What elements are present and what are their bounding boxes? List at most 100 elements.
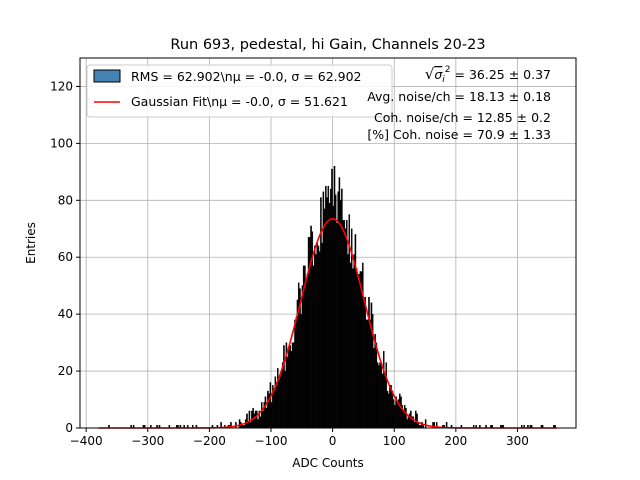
y-tick-label: 80 [58, 193, 73, 207]
histogram-bar [334, 194, 337, 429]
x-axis-label: ADC Counts [292, 456, 364, 470]
x-tick-label: 0 [329, 434, 337, 448]
y-tick-label: 40 [58, 307, 73, 321]
histogram-bar [295, 316, 298, 429]
histogram-bar [279, 376, 282, 429]
histogram-bar [283, 345, 285, 429]
histogram-bar [369, 319, 371, 429]
histogram-bar [318, 251, 321, 429]
y-axis-ticks: 0 20 40 60 80 100 120 [50, 79, 80, 435]
histogram-bar [312, 265, 315, 429]
x-tick-label: −400 [70, 434, 103, 448]
histogram-bar [399, 393, 401, 429]
histogram-bar [264, 396, 267, 429]
x-tick-label: 100 [383, 434, 406, 448]
histogram-bar [378, 365, 380, 429]
histogram-bar [391, 390, 394, 429]
histogram-bar [307, 237, 310, 429]
annotation-total-noise: √σi2 = 36.25 ± 0.37 [425, 65, 551, 85]
sigma-subscript: i [442, 75, 445, 85]
x-tick-label: −200 [193, 434, 226, 448]
y-tick-label: 0 [65, 421, 73, 435]
y-tick-label: 60 [58, 250, 73, 264]
y-tick-label: 120 [50, 79, 73, 93]
histogram-bar [358, 274, 360, 429]
histogram-bar [415, 410, 417, 429]
y-tick-label: 100 [50, 136, 73, 150]
histogram-bar [301, 285, 304, 429]
x-tick-label: −300 [131, 434, 164, 448]
chart-title: Run 693, pedestal, hi Gain, Channels 20-… [170, 37, 485, 53]
histogram-bar [403, 405, 406, 429]
annotation-coh-noise: Coh. noise/ch = 12.85 ± 0.2 [374, 110, 551, 125]
legend-fit-label: Gaussian Fit\nμ = -0.0, σ = 51.621 [131, 94, 348, 109]
histogram-bar [257, 419, 259, 429]
histogram-bar [406, 419, 408, 429]
histogram-bar [344, 228, 347, 429]
histogram-bar [373, 348, 375, 429]
histogram-bar [365, 319, 368, 429]
histogram-bar [281, 362, 284, 429]
y-axis-label: Entries [24, 222, 38, 264]
histogram-bar [321, 242, 323, 429]
histogram-bar [248, 410, 251, 429]
histogram-bar [254, 410, 257, 429]
histogram-bar [353, 254, 355, 429]
histogram-bar [256, 410, 258, 429]
histogram-bar [327, 185, 330, 429]
histogram-bar [316, 242, 318, 429]
histogram-bar [300, 314, 302, 429]
total-noise-value: = 36.25 ± 0.37 [451, 67, 551, 82]
histogram-bar [384, 373, 386, 429]
histogram-bar [343, 220, 346, 429]
histogram-bar [360, 271, 363, 429]
histogram-bar [304, 265, 306, 429]
histogram-bar [246, 413, 248, 429]
histogram-bar [396, 402, 399, 429]
histogram-bar [247, 422, 249, 429]
histogram-bar [336, 222, 338, 429]
histogram-bar [262, 410, 264, 429]
histogram-bar [402, 410, 405, 429]
histogram-bar [253, 413, 256, 429]
histogram-bar [238, 419, 241, 429]
histogram-bar [315, 254, 317, 429]
histogram-bar [270, 402, 273, 429]
histogram-bar [288, 348, 290, 429]
histogram-bar [346, 220, 348, 429]
histogram-bar [385, 362, 387, 429]
histogram-bar [293, 342, 295, 429]
histogram-bar [392, 399, 395, 429]
histogram-bar [349, 262, 352, 429]
annotation-avg-noise: Avg. noise/ch = 18.13 ± 0.18 [367, 89, 551, 104]
histogram-bar [333, 166, 336, 429]
x-axis-ticks: −400 −300 −200 −100 0 100 200 300 [70, 428, 529, 448]
noise-annotations: √σi2 = 36.25 ± 0.37 Avg. noise/ch = 18.1… [367, 65, 551, 142]
histogram-bar [407, 416, 410, 429]
histogram-bar [313, 245, 316, 429]
histogram-bar [330, 188, 332, 429]
histogram-bar [265, 407, 268, 429]
legend-box [86, 64, 393, 118]
sigma-superscript: 2 [445, 65, 451, 75]
histogram-bar [284, 370, 286, 429]
histogram-bar [357, 274, 359, 429]
x-tick-label: 200 [444, 434, 467, 448]
histogram-bar [400, 396, 402, 429]
histogram-bar [389, 385, 391, 429]
sqrt-symbol: √ [425, 65, 435, 83]
sigma-symbol: σ [434, 67, 443, 82]
histogram-bar [310, 225, 312, 429]
histogram-bar [305, 279, 307, 429]
histogram-bar [338, 177, 341, 429]
histogram-bar [374, 333, 376, 429]
histogram-bar [290, 351, 293, 429]
histogram-bar [412, 416, 415, 429]
histogram-bar [286, 356, 289, 429]
histogram-bar [376, 362, 379, 429]
histogram-bar [370, 302, 373, 429]
histogram-bar [381, 373, 384, 429]
histogram-bar [405, 407, 407, 429]
x-tick-label: −100 [255, 434, 288, 448]
